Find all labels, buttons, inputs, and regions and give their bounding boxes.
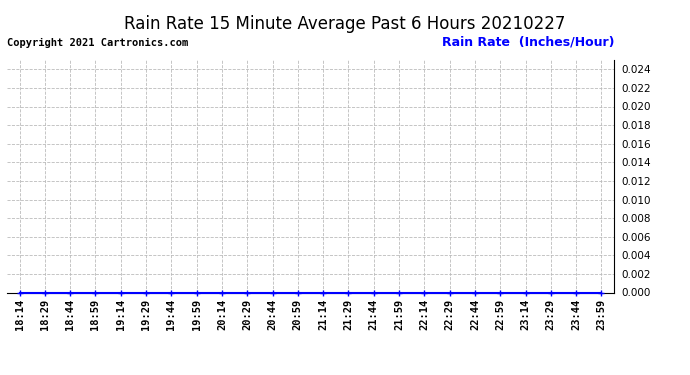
Text: Rain Rate 15 Minute Average Past 6 Hours 20210227: Rain Rate 15 Minute Average Past 6 Hours… bbox=[124, 15, 566, 33]
Text: Copyright 2021 Cartronics.com: Copyright 2021 Cartronics.com bbox=[7, 38, 188, 48]
Text: Rain Rate  (Inches/Hour): Rain Rate (Inches/Hour) bbox=[442, 35, 614, 48]
